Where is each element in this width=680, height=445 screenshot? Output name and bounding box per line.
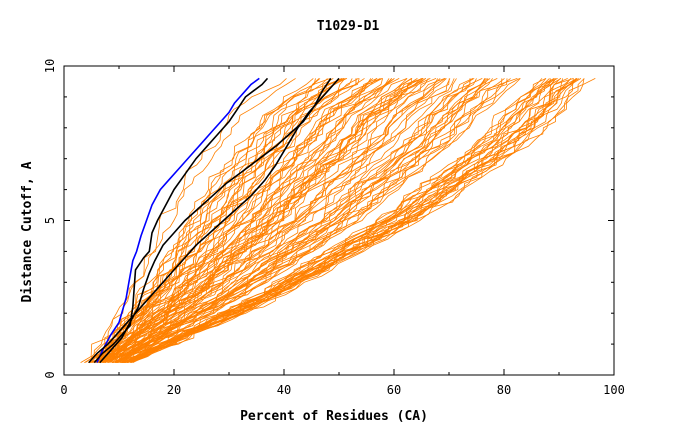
model-curve: [104, 78, 426, 363]
x-tick-label: 60: [387, 383, 401, 397]
model-curve: [120, 78, 488, 363]
model-curve: [113, 78, 491, 363]
model-curve: [121, 78, 555, 363]
model-curve: [119, 78, 471, 363]
background-models: [80, 78, 596, 363]
model-curve: [116, 78, 451, 363]
series-line-1: [96, 77, 260, 363]
model-curve: [128, 78, 582, 363]
model-curve: [116, 78, 475, 363]
model-curve: [123, 78, 585, 363]
model-curve: [98, 78, 359, 363]
model-curve: [107, 78, 474, 363]
model-curve: [124, 78, 551, 363]
model-curve: [115, 78, 547, 363]
model-curve: [111, 78, 503, 363]
model-curve: [96, 78, 383, 363]
axes: 0 20 40 60 80 100 0 5 10: [43, 59, 625, 397]
model-curve: [105, 78, 381, 363]
model-curve: [126, 78, 543, 363]
model-curve: [115, 78, 457, 363]
model-curve: [121, 78, 518, 363]
model-curve: [106, 78, 412, 363]
y-tick-label: 0: [43, 371, 57, 378]
model-curve: [121, 78, 572, 363]
model-curve: [125, 78, 547, 363]
x-tick-label: 20: [167, 383, 181, 397]
model-curve: [87, 78, 334, 363]
model-curve: [84, 78, 314, 363]
model-curve: [103, 78, 441, 363]
y-axis-label: Distance Cutoff, A: [20, 161, 35, 302]
model-curve: [103, 78, 427, 363]
x-tick-label: 40: [277, 383, 291, 397]
y-tick-label: 5: [43, 217, 57, 224]
x-tick-label: 100: [603, 383, 625, 397]
chart-title: T1029-D1: [317, 19, 380, 34]
model-curve: [124, 78, 578, 363]
model-curve: [124, 78, 579, 363]
series-line-4: [99, 77, 332, 364]
model-curve: [109, 78, 450, 363]
model-curve: [101, 78, 374, 363]
model-curve: [118, 78, 511, 363]
model-curve: [96, 78, 365, 363]
model-curve: [109, 78, 437, 363]
x-axis-label: Percent of Residues (CA): [240, 409, 428, 424]
model-curve: [116, 78, 477, 363]
model-curve: [100, 78, 357, 363]
x-tick-label: 0: [60, 383, 67, 397]
model-curve: [120, 78, 521, 363]
model-curve: [90, 78, 348, 363]
model-curve: [122, 78, 558, 363]
plot-area: [80, 77, 596, 364]
model-curve: [99, 78, 383, 363]
model-curve: [85, 78, 296, 363]
model-curve: [107, 78, 424, 363]
x-tick-label: 80: [497, 383, 511, 397]
model-curve: [101, 78, 412, 363]
y-tick-label: 10: [43, 59, 57, 73]
